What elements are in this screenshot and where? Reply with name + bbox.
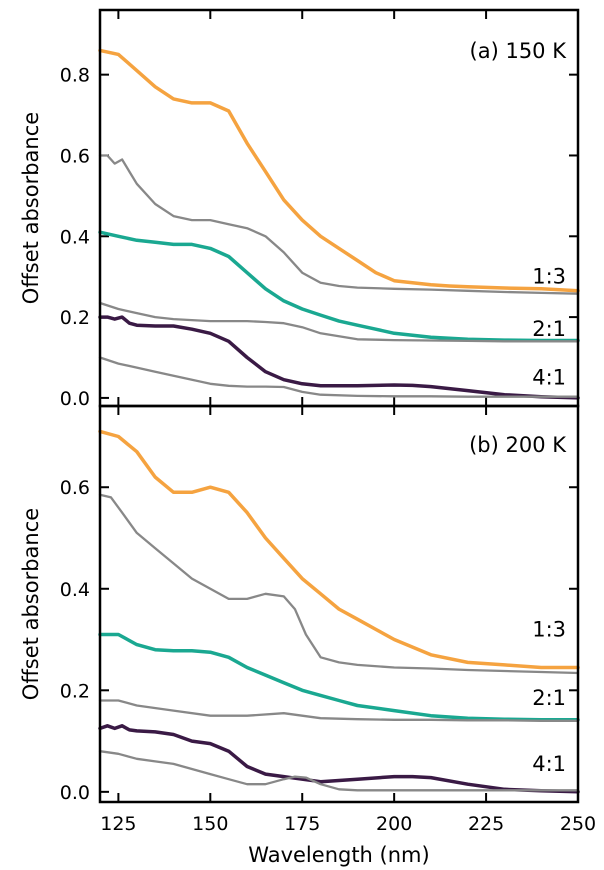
series-line [98,315,580,400]
series-label: 1:3 [532,617,566,641]
series-line [98,230,580,343]
series-line [98,699,580,722]
panel-a: 0.0 0.2 0.4 0.6 0.8 (a) 150 K 1:3 2:1 4:1 [60,8,580,410]
panel-a-label: (a) 150 K [470,39,568,63]
panel-a-x-ticks [117,10,579,406]
panel-b-series [98,429,580,794]
y-tick-label: 0.2 [60,307,90,329]
y-tick-label: 0.6 [60,145,90,167]
y-tick-label: 0.4 [60,579,90,601]
panel-a-frame [98,8,580,408]
series-line [98,301,580,343]
series-label: 2:1 [532,317,566,341]
panel-a-series [98,48,580,400]
y-tick-label: 0.0 [60,782,90,804]
y-tick-label: 0.6 [60,477,90,499]
x-tick-label: 150 [192,813,228,835]
panel-b: 0.0 0.2 0.4 0.6 125 150 175 200 225 250 (b) 200 … [60,404,596,835]
x-tick-label: 225 [468,813,504,835]
x-tick-label: 250 [560,813,596,835]
panel-b-label: (b) 200 K [469,433,567,457]
x-tick-label: 175 [284,813,320,835]
series-line [98,750,580,792]
panel-a-y-ticks: 0.0 0.2 0.4 0.6 0.8 [60,65,578,410]
y-tick-label: 0.4 [60,226,90,248]
y-tick-label: 0.8 [60,65,90,87]
panel-b-y-ticks: 0.0 0.2 0.4 0.6 [60,477,578,804]
y-tick-label: 0.0 [60,388,90,410]
series-line [98,493,580,675]
x-tick-label: 125 [100,813,136,835]
x-tick-label: 200 [376,813,412,835]
panel-b-frame [98,404,580,804]
series-line [98,429,580,670]
series-line [98,632,580,722]
panel-b-x-ticks: 125 150 175 200 225 250 [100,406,596,835]
series-label: 2:1 [532,686,566,710]
series-line [98,48,580,293]
panel-b-series-labels: 1:3 2:1 4:1 [532,617,566,776]
series-line [98,724,580,794]
y-tick-label: 0.2 [60,680,90,702]
y-axis-label-top: Offset absorbance [19,112,43,304]
series-label: 4:1 [532,752,566,776]
series-label: 4:1 [532,366,566,390]
series-line [98,154,580,295]
panel-a-series-labels: 1:3 2:1 4:1 [532,265,566,390]
x-axis-label: Wavelength (nm) [248,843,429,867]
series-line [98,356,580,398]
y-axis-label-bottom: Offset absorbance [19,508,43,700]
series-label: 1:3 [532,265,566,289]
